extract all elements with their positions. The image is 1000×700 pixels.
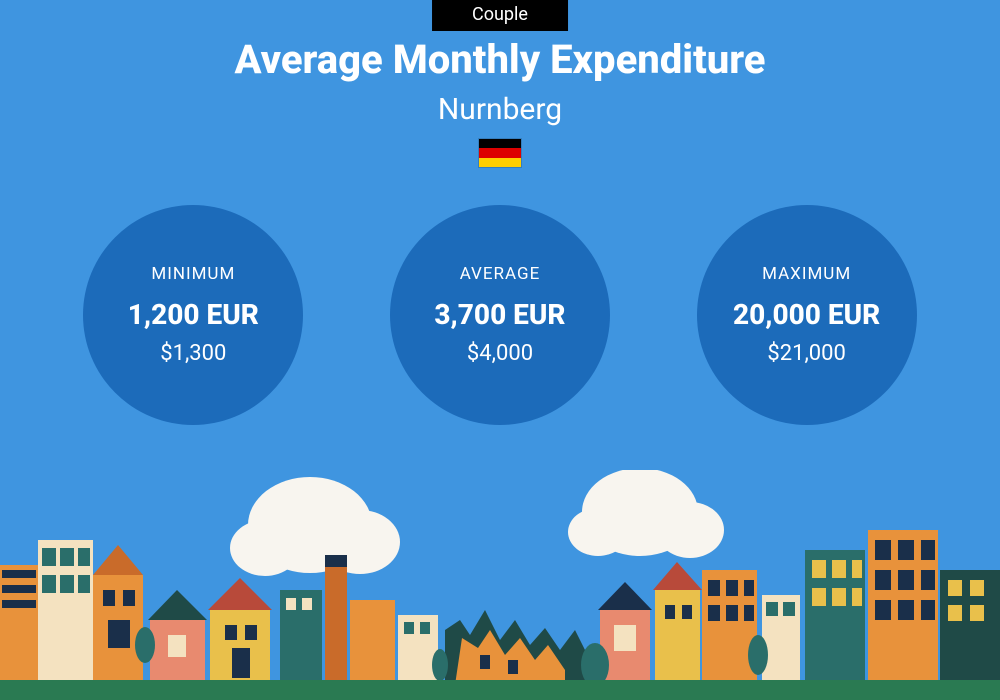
stat-secondary: $4,000 [467, 341, 533, 366]
stat-label: AVERAGE [460, 264, 541, 284]
stat-primary: 3,700 EUR [434, 298, 565, 331]
stat-label: MINIMUM [151, 264, 235, 284]
stat-primary: 20,000 EUR [733, 298, 880, 331]
page-subtitle: Nurnberg [0, 92, 1000, 127]
flag-stripe-0 [479, 139, 521, 148]
country-flag-icon [478, 138, 522, 168]
flag-stripe-1 [479, 148, 521, 157]
stat-circle-min: MINIMUM 1,200 EUR $1,300 [83, 205, 303, 425]
category-badge-text: Couple [472, 4, 528, 25]
ruins-center [445, 610, 590, 685]
stat-circle-avg: AVERAGE 3,700 EUR $4,000 [390, 205, 610, 425]
houses-right [581, 562, 757, 687]
ground [0, 680, 1000, 700]
stat-label: MAXIMUM [762, 264, 851, 284]
houses-center-left [148, 578, 272, 680]
city-skyline-illustration [0, 470, 1000, 700]
buildings-left [0, 540, 143, 685]
stat-primary: 1,200 EUR [128, 298, 259, 331]
stat-secondary: $1,300 [160, 341, 226, 366]
stat-circle-max: MAXIMUM 20,000 EUR $21,000 [697, 205, 917, 425]
category-badge: Couple [432, 0, 568, 31]
stat-circles: MINIMUM 1,200 EUR $1,300 AVERAGE 3,700 E… [0, 205, 1000, 425]
buildings-far-right [762, 530, 1000, 685]
clouds [230, 470, 724, 576]
stat-secondary: $21,000 [767, 341, 846, 366]
page-title: Average Monthly Expenditure [0, 36, 1000, 83]
buildings-mid [280, 555, 438, 685]
flag-stripe-2 [479, 158, 521, 167]
